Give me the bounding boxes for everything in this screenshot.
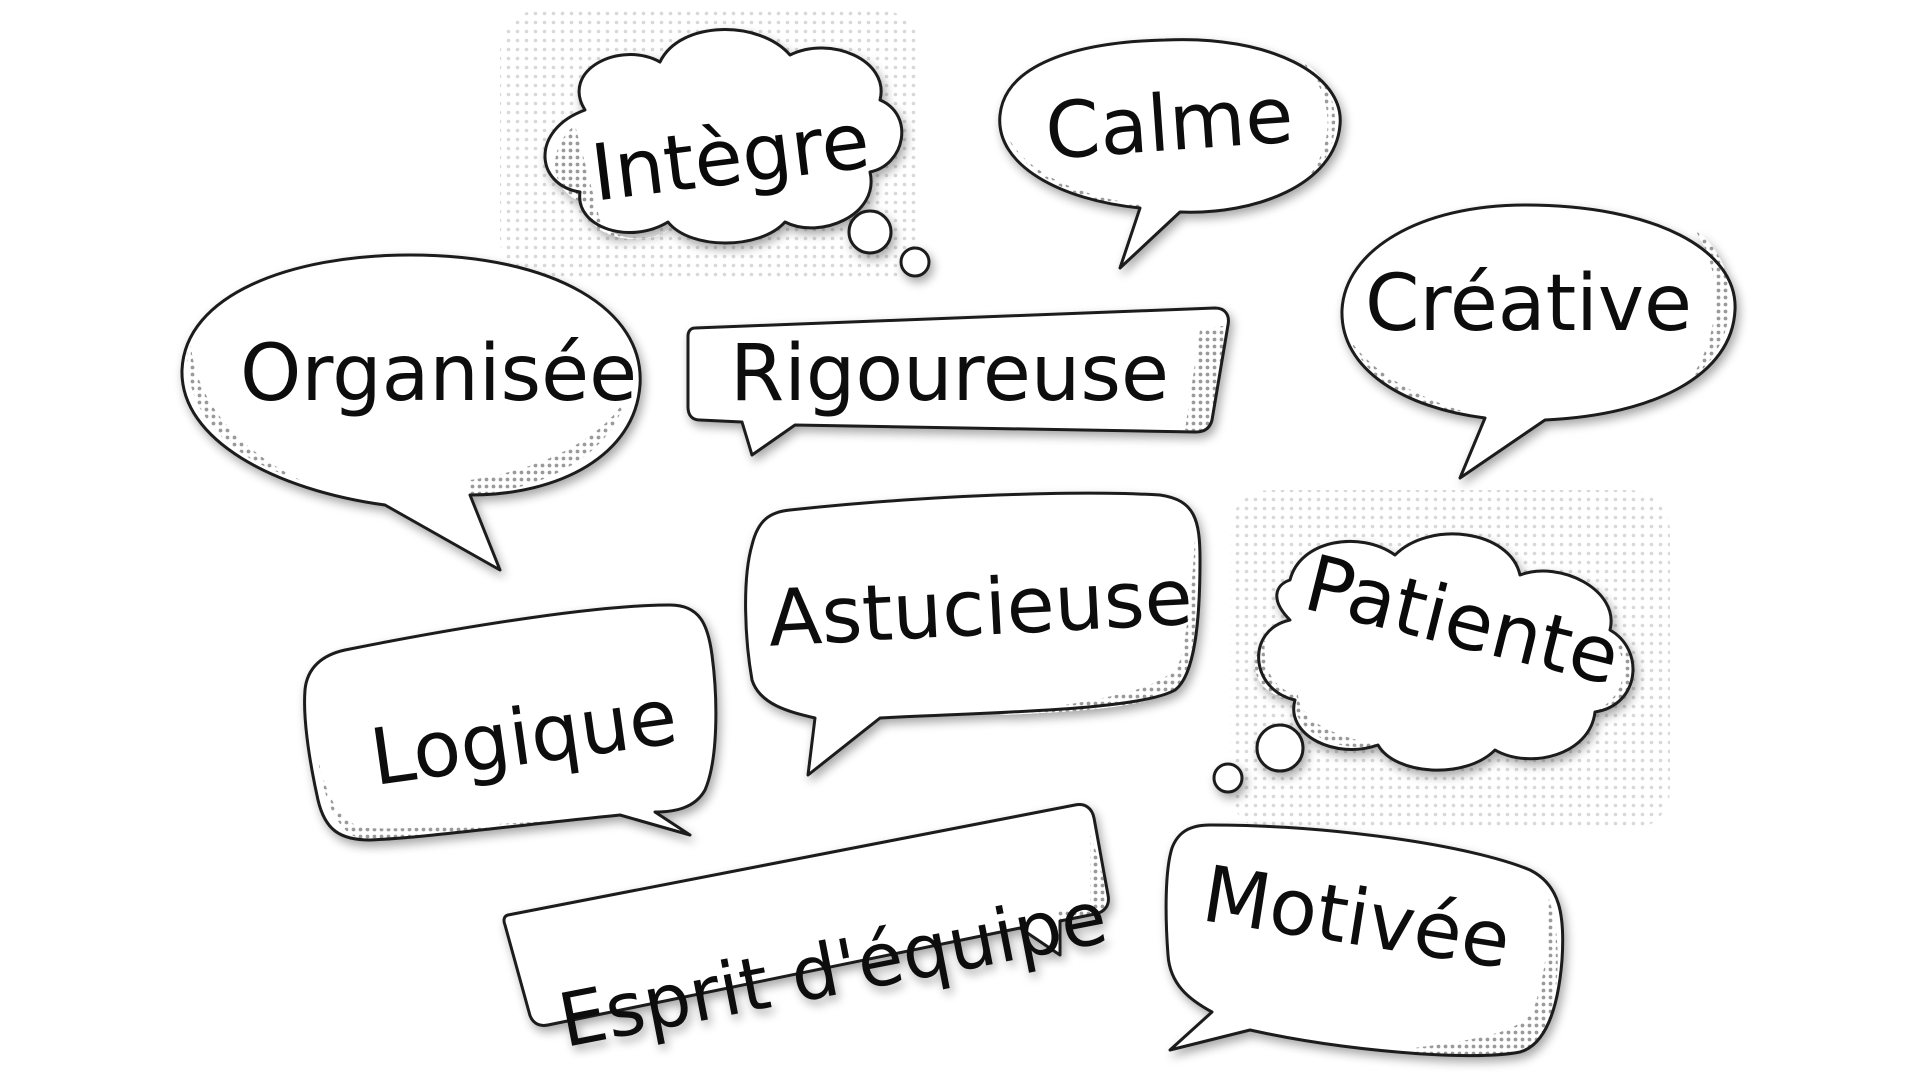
bubble-creative: Créative: [1340, 203, 1737, 480]
bubble-word: Astucieuse: [766, 553, 1195, 665]
bubble-logique: Logique: [303, 603, 718, 842]
bubble-integre: Intègre: [500, 10, 931, 280]
bubble-rigoureuse: Rigoureuse: [686, 306, 1230, 457]
bubble-astucieuse: Astucieuse: [744, 491, 1202, 777]
bubble-word: Organisée: [240, 329, 637, 419]
bubble-motivee: Motivée: [1164, 823, 1565, 1058]
bubble-calme: Calme: [998, 38, 1342, 270]
bubble-word: Rigoureuse: [730, 329, 1169, 419]
bubble-organisee: Organisée: [180, 253, 642, 572]
bubble-word: Calme: [1042, 71, 1296, 178]
bubble-word: Créative: [1365, 259, 1692, 349]
bubble-patiente: Patiente: [1212, 490, 1670, 830]
bubble-esprit-equipe: Esprit d'équipe: [502, 803, 1114, 1065]
